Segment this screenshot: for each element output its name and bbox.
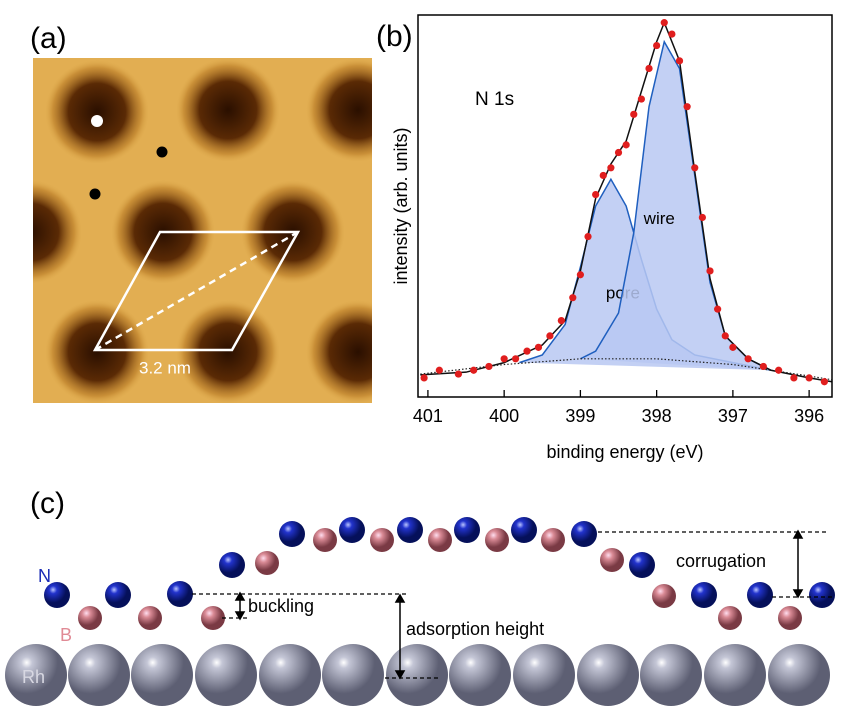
panel-label: (a) — [30, 22, 67, 55]
annotation: corrugation — [676, 551, 766, 571]
data-point — [790, 374, 798, 382]
data-point — [721, 332, 729, 340]
data-point — [759, 362, 767, 371]
x-tick-label: 401 — [413, 406, 443, 426]
data-point — [584, 232, 592, 241]
data-point — [653, 41, 661, 50]
data-point — [668, 30, 676, 38]
data-point — [805, 374, 813, 382]
data-point — [729, 343, 737, 351]
data-point — [744, 355, 752, 363]
atom-label: N — [38, 566, 51, 586]
annotation: adsorption height — [406, 619, 544, 639]
data-point — [511, 355, 520, 363]
x-tick-label: 400 — [489, 406, 519, 426]
atom-label: B — [60, 625, 72, 645]
annotation: N 1s — [475, 89, 514, 110]
data-point — [420, 374, 428, 382]
data-point — [775, 366, 783, 374]
panel-a: (a) 3.2 nm — [30, 22, 372, 403]
data-point — [592, 190, 600, 199]
atom-label: Rh — [22, 667, 45, 687]
component-area — [580, 41, 772, 371]
data-point — [557, 317, 565, 325]
data-point — [698, 213, 706, 222]
data-point — [691, 164, 699, 172]
panel-b: (b) N 1s binding energy (eV) intensity (… — [376, 14, 833, 462]
data-point — [435, 366, 443, 374]
data-point — [820, 378, 828, 386]
data-point — [714, 305, 722, 313]
x-tick-label: 398 — [642, 406, 672, 426]
x-tick-label: 397 — [718, 406, 748, 426]
panel-c: (c) N B Rh buckling adsorption height co… — [5, 487, 835, 706]
data-point — [523, 347, 531, 355]
data-point — [622, 141, 630, 149]
data-point — [607, 164, 615, 172]
stm-image — [33, 58, 372, 403]
data-point — [576, 271, 584, 279]
data-point — [569, 294, 577, 302]
data-point — [706, 267, 714, 275]
data-point — [683, 103, 691, 111]
data-point — [485, 362, 493, 371]
data-point — [614, 148, 623, 157]
data-point — [500, 355, 508, 363]
data-point — [470, 366, 478, 374]
scale-label: 3.2 nm — [139, 358, 191, 377]
panel-label: (b) — [376, 20, 413, 53]
data-point — [675, 57, 684, 65]
data-point — [599, 171, 607, 180]
data-point — [534, 343, 543, 351]
data-point — [645, 64, 653, 73]
data-point — [630, 110, 638, 118]
x-tick-label: 396 — [794, 406, 824, 426]
x-axis-title: binding energy (eV) — [546, 442, 703, 462]
data-point — [454, 370, 463, 378]
component-label: wire — [643, 209, 675, 228]
data-point — [660, 19, 668, 27]
background — [420, 358, 833, 381]
data-point — [546, 332, 554, 340]
annotation: buckling — [248, 596, 314, 616]
x-tick-label: 399 — [565, 406, 595, 426]
y-axis-title: intensity (arb. units) — [391, 127, 411, 284]
data-point — [637, 95, 645, 103]
plot-frame — [417, 14, 833, 398]
panel-label: (c) — [30, 487, 65, 520]
